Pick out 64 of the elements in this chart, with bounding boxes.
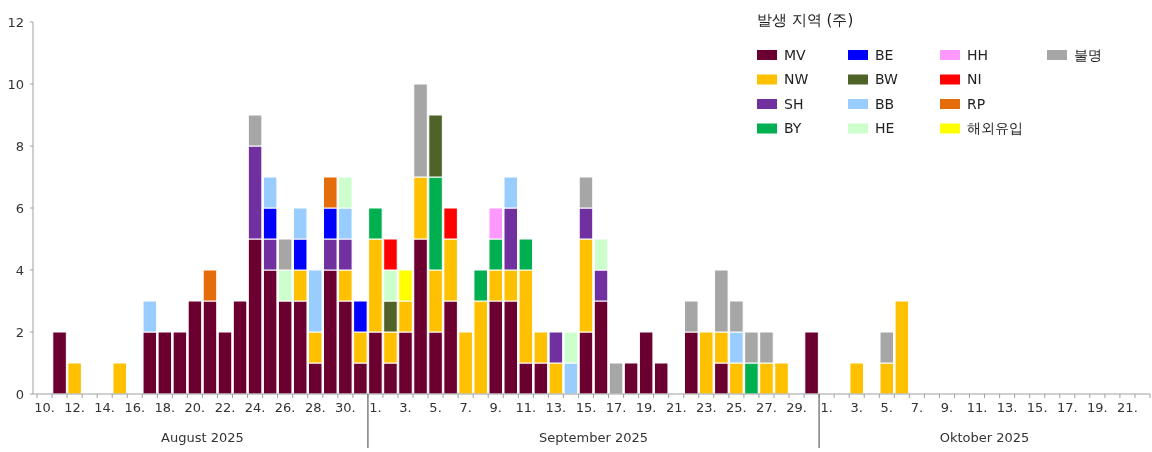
y-tick-label: 0 bbox=[15, 386, 24, 402]
x-tick-label: 9. bbox=[489, 400, 502, 415]
y-tick-label: 4 bbox=[15, 262, 24, 278]
x-tick-label: 15. bbox=[575, 400, 597, 415]
legend-label: NW bbox=[784, 71, 809, 88]
text: August 2025 bbox=[161, 430, 244, 445]
legend-label: 해외유입 bbox=[967, 120, 1023, 137]
x-tick-label: 28. bbox=[304, 400, 326, 415]
x-tick-label: 15. bbox=[1026, 400, 1048, 415]
x-tick-label: 12. bbox=[64, 400, 85, 415]
x-tick-label: 19. bbox=[1087, 400, 1108, 415]
x-tick-label: 24. bbox=[244, 400, 266, 415]
x-tick-label: 17. bbox=[605, 400, 627, 415]
x-tick-label: 26. bbox=[274, 400, 296, 415]
legend-label: BB bbox=[875, 95, 895, 112]
legend-label: BE bbox=[875, 46, 894, 63]
y-tick-label: 2 bbox=[15, 324, 24, 340]
x-tick-label: 21. bbox=[1117, 400, 1138, 415]
legend-title: 발생 지역 (주) bbox=[757, 11, 854, 29]
x-tick-label: 11. bbox=[966, 400, 988, 415]
y-tick-label: 10 bbox=[7, 76, 24, 92]
x-tick-label: 3. bbox=[399, 400, 412, 415]
x-tick-label: 7. bbox=[459, 400, 472, 415]
x-tick-label: 13. bbox=[545, 400, 567, 415]
x-tick-label: 19. bbox=[635, 400, 657, 415]
y-tick-label: 8 bbox=[15, 138, 24, 154]
x-tick-label: 25. bbox=[726, 400, 747, 415]
legend-label: RP bbox=[967, 95, 986, 112]
x-tick-label: 14. bbox=[94, 400, 116, 415]
x-tick-label: 7. bbox=[910, 400, 924, 415]
x-tick-label: 5. bbox=[880, 400, 893, 415]
x-tick-label: 9. bbox=[940, 400, 954, 415]
y-tick-label: 12 bbox=[7, 14, 24, 30]
legend-label: HE bbox=[875, 120, 895, 137]
legend-label: HH bbox=[967, 46, 989, 63]
x-tick-label: 13. bbox=[996, 400, 1018, 415]
x-tick-label: 3. bbox=[850, 400, 863, 415]
x-tick-label: 18. bbox=[154, 400, 176, 415]
x-tick-label: 1. bbox=[820, 400, 833, 415]
bar bbox=[112, 362, 127, 395]
bar bbox=[804, 331, 819, 395]
legend-label: NI bbox=[967, 71, 982, 88]
x-tick-label: 17. bbox=[1056, 400, 1078, 415]
x-tick-label: 20. bbox=[184, 400, 206, 415]
x-tick-label: 23. bbox=[695, 400, 717, 415]
legend-label: 불명 bbox=[1074, 46, 1102, 63]
x-tick-label: 22. bbox=[214, 400, 236, 415]
legend-label: BW bbox=[875, 71, 899, 88]
x-tick-label: 30. bbox=[334, 400, 356, 415]
text: Oktober 2025 bbox=[939, 430, 1030, 445]
y-tick-label: 6 bbox=[15, 200, 24, 216]
x-tick-label: 21. bbox=[665, 400, 687, 415]
x-tick-label: 10. bbox=[34, 400, 55, 415]
legend-label: BY bbox=[784, 120, 802, 137]
text: September 2025 bbox=[538, 430, 649, 445]
x-tick-label: 5. bbox=[429, 400, 442, 415]
x-tick-label: 29. bbox=[786, 400, 807, 415]
bar bbox=[849, 362, 864, 395]
x-tick-label: 16. bbox=[124, 400, 146, 415]
x-tick-label: 27. bbox=[756, 400, 777, 415]
legend-label: MV bbox=[784, 46, 807, 63]
x-tick-label: 11. bbox=[515, 400, 537, 415]
x-tick-label: 1. bbox=[369, 400, 382, 415]
legend-label: SH bbox=[784, 95, 804, 112]
